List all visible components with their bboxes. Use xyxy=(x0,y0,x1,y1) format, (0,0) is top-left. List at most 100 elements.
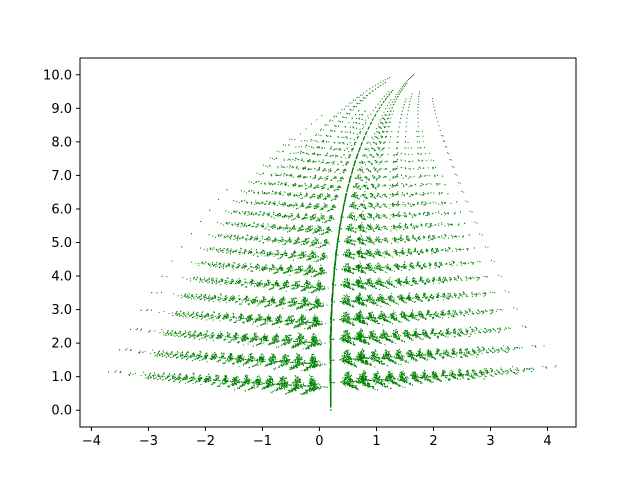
data-point xyxy=(428,183,430,185)
data-point xyxy=(305,239,307,240)
data-point xyxy=(464,310,466,312)
data-point xyxy=(399,351,401,353)
data-point xyxy=(251,182,253,183)
data-point xyxy=(195,334,197,336)
data-point xyxy=(360,249,362,251)
data-point xyxy=(352,287,354,289)
data-point xyxy=(311,390,313,392)
data-point xyxy=(453,279,455,281)
data-point xyxy=(371,253,373,255)
data-point xyxy=(335,189,337,191)
data-point xyxy=(255,381,257,383)
data-point xyxy=(218,249,220,251)
data-point xyxy=(371,206,373,208)
data-point xyxy=(391,131,393,133)
data-point xyxy=(283,183,285,185)
data-point xyxy=(287,318,289,320)
data-point xyxy=(260,362,262,364)
data-point xyxy=(246,377,248,379)
data-point xyxy=(247,362,249,364)
data-point xyxy=(430,192,432,194)
data-point xyxy=(401,313,403,315)
data-point xyxy=(285,357,287,359)
data-point xyxy=(379,119,381,121)
data-point xyxy=(208,381,209,382)
data-point xyxy=(445,248,446,250)
data-point xyxy=(358,249,360,251)
data-point xyxy=(357,208,359,209)
data-point xyxy=(263,296,265,298)
data-point xyxy=(370,265,372,267)
data-point xyxy=(239,319,241,321)
data-point xyxy=(233,363,235,365)
data-point xyxy=(347,281,349,283)
data-point xyxy=(279,268,281,270)
data-point xyxy=(521,347,523,349)
data-point xyxy=(463,351,465,353)
data-point xyxy=(414,247,416,249)
data-point xyxy=(373,206,375,208)
data-point xyxy=(191,377,193,379)
data-point xyxy=(251,225,253,227)
data-point xyxy=(442,249,444,251)
data-point xyxy=(460,279,462,281)
data-point xyxy=(323,254,325,256)
data-point xyxy=(368,150,370,152)
data-point xyxy=(389,370,391,372)
data-point xyxy=(385,386,387,387)
data-point xyxy=(268,183,270,184)
data-point xyxy=(384,271,386,273)
data-point xyxy=(283,254,285,256)
data-point xyxy=(425,357,427,359)
data-point xyxy=(297,257,299,259)
data-point xyxy=(268,215,270,217)
data-point xyxy=(291,367,293,369)
data-point xyxy=(286,216,288,218)
data-point xyxy=(364,266,366,268)
data-point xyxy=(388,102,390,104)
data-point xyxy=(309,168,311,170)
data-point xyxy=(307,347,309,349)
data-point xyxy=(275,333,277,335)
data-point xyxy=(375,178,377,180)
data-point xyxy=(383,357,385,359)
data-point xyxy=(256,359,257,361)
data-point xyxy=(470,261,472,263)
data-point xyxy=(252,341,253,343)
data-point xyxy=(311,228,313,229)
data-point xyxy=(384,335,385,337)
data-point xyxy=(319,167,321,169)
data-point xyxy=(371,281,372,283)
data-point xyxy=(278,203,280,205)
data-point xyxy=(403,381,405,382)
data-point xyxy=(271,304,273,306)
data-point xyxy=(460,312,462,314)
data-point xyxy=(436,348,438,350)
data-point xyxy=(283,272,285,274)
data-point xyxy=(287,240,289,242)
data-point xyxy=(330,135,332,137)
data-point xyxy=(343,300,345,302)
data-point xyxy=(258,283,260,285)
data-point xyxy=(187,381,189,383)
data-point xyxy=(355,241,357,242)
data-point xyxy=(375,287,377,289)
data-point xyxy=(378,226,380,228)
data-point xyxy=(318,322,320,324)
data-point xyxy=(159,350,160,352)
data-point xyxy=(295,382,297,384)
data-point xyxy=(351,213,353,215)
data-point xyxy=(257,284,259,286)
data-point xyxy=(346,148,348,150)
data-point xyxy=(368,280,370,282)
data-point xyxy=(270,356,272,358)
data-point xyxy=(206,355,208,357)
data-point xyxy=(403,195,405,197)
data-point xyxy=(256,299,258,301)
data-point xyxy=(289,175,291,177)
data-point xyxy=(375,380,377,382)
data-point xyxy=(289,322,291,324)
data-point xyxy=(244,267,246,269)
data-point xyxy=(470,373,472,375)
data-point xyxy=(393,310,395,312)
